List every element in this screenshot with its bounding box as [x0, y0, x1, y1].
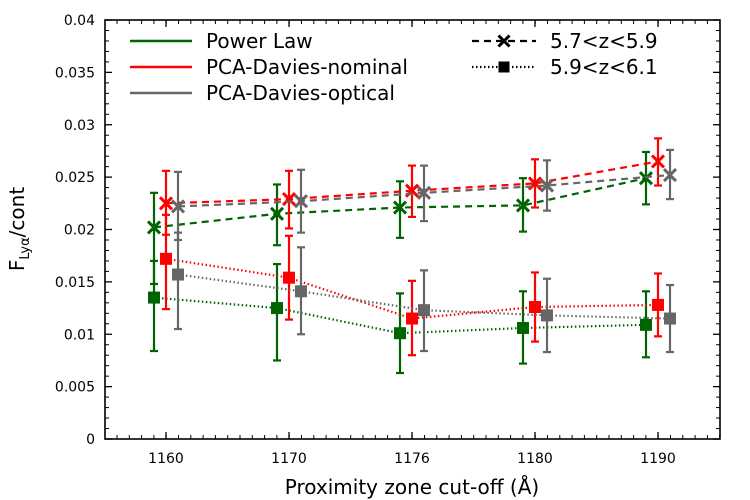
legend-item-model: Power Law: [130, 29, 313, 53]
y-tick-label: 0.005: [55, 380, 95, 396]
y-tick-label: 0.035: [55, 65, 95, 81]
legend-item-redshift: 5.7<z<5.9: [472, 29, 658, 53]
y-tick-label: 0.015: [55, 275, 95, 291]
square-marker: [640, 318, 652, 331]
square-marker: [529, 301, 541, 314]
x-marker: [515, 198, 531, 213]
minor-ticks: [105, 20, 721, 439]
square-marker: [664, 312, 676, 325]
x-marker: [269, 206, 285, 221]
y-tick-labels: 0 0.005 0.01 0.015 0.02 0.025 0.03 0.035 0.04: [55, 13, 95, 448]
legend-label: 5.9<z<6.1: [550, 55, 658, 79]
major-ticks: [105, 19, 720, 440]
x-tick-label: 1176: [394, 451, 430, 467]
x-axis-label: Proximity zone cut-off (Å): [285, 475, 539, 499]
x-marker: [416, 185, 432, 200]
series-pca-davies-optical-square: [172, 231, 676, 354]
x-marker: [539, 178, 555, 193]
square-marker: [406, 312, 418, 325]
y-tick-label: 0.04: [64, 13, 95, 29]
square-marker: [160, 252, 172, 265]
series-pca-davies-optical-x: [170, 148, 678, 242]
y-axis-label: FLyα/cont: [5, 187, 33, 271]
series-power-law-x: [146, 150, 654, 286]
x-tick-label: 1180: [517, 451, 553, 467]
legend-item-model: PCA-Davies-optical: [130, 81, 395, 105]
y-axis-label-main: F: [5, 260, 29, 272]
y-tick-label: 0.02: [64, 223, 95, 239]
x-marker: [662, 167, 678, 183]
square-marker: [148, 291, 160, 304]
square-marker: [541, 309, 553, 322]
square-marker: [418, 304, 430, 317]
y-axis-label-sub: Lyα: [18, 237, 33, 259]
x-marker: [146, 220, 162, 235]
series-layer: [146, 137, 678, 375]
legend-item-model: PCA-Davies-nominal: [130, 55, 408, 79]
legend-item-redshift: 5.9<z<6.1: [472, 55, 658, 79]
x-tick-label: 1190: [640, 451, 676, 467]
square-marker: [394, 327, 406, 340]
plot-area: [104, 19, 721, 440]
legend-label: Power Law: [206, 29, 313, 53]
square-marker: [517, 321, 529, 334]
y-tick-label: 0.01: [64, 327, 95, 343]
x-tick-labels: 1160 1170 1176 1180 1190: [148, 451, 676, 467]
x-marker: [650, 154, 666, 169]
x-marker: [158, 196, 174, 211]
square-marker: [271, 302, 283, 315]
square-marker: [283, 271, 295, 284]
legend-label: 5.7<z<5.9: [550, 29, 658, 53]
legend: Power LawPCA-Davies-nominalPCA-Davies-op…: [130, 29, 658, 105]
y-tick-label: 0.03: [64, 118, 95, 134]
y-tick-label: 0.025: [55, 170, 95, 186]
x-marker: [293, 194, 309, 209]
series-pca-davies-nominal-x: [158, 137, 666, 236]
x-tick-label: 1170: [271, 451, 307, 467]
square-marker: [652, 298, 664, 311]
x-marker: [392, 200, 408, 215]
y-axis-label-tail: /cont: [5, 187, 29, 238]
square-marker: [498, 61, 510, 73]
legend-label: PCA-Davies-nominal: [206, 55, 408, 79]
square-marker: [295, 285, 307, 298]
x-marker: [281, 192, 297, 207]
square-marker: [172, 268, 184, 281]
y-tick-label: 0: [86, 432, 95, 448]
legend-label: PCA-Davies-optical: [206, 81, 395, 105]
series-pca-davies-nominal-square: [160, 213, 664, 357]
series-power-law-square: [148, 259, 652, 375]
x-marker: [497, 34, 511, 48]
x-marker: [170, 199, 186, 214]
x-tick-label: 1160: [148, 451, 184, 467]
